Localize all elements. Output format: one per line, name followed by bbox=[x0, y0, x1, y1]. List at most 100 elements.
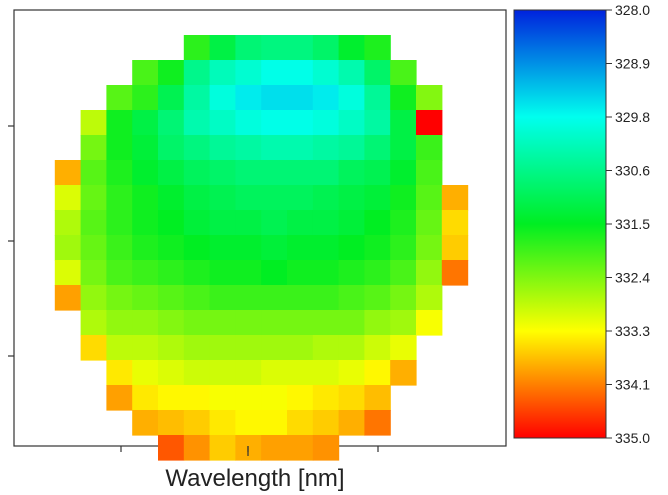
heatmap-cell bbox=[364, 260, 391, 286]
heatmap-cell bbox=[158, 335, 185, 361]
heatmap-cell bbox=[416, 160, 443, 186]
colorbar-tick-label: 329.8 bbox=[615, 109, 650, 125]
colorbar-tick-label: 328.0 bbox=[615, 2, 650, 18]
heatmap-cell bbox=[106, 210, 133, 236]
heatmap-cell bbox=[132, 210, 159, 236]
heatmap-cell bbox=[132, 160, 159, 186]
heatmap-cell bbox=[235, 185, 262, 211]
heatmap-cell bbox=[132, 135, 159, 161]
heatmap-cell bbox=[261, 360, 288, 386]
heatmap-cell bbox=[158, 410, 185, 436]
heatmap-cell bbox=[235, 310, 262, 336]
heatmap-cell bbox=[261, 185, 288, 211]
heatmap-cell bbox=[416, 85, 443, 111]
heatmap-cell bbox=[106, 285, 133, 311]
heatmap-cell bbox=[106, 185, 133, 211]
heatmap-cell bbox=[106, 260, 133, 286]
heatmap-cell bbox=[261, 60, 288, 86]
colorbar-tick-label: 328.9 bbox=[615, 56, 650, 72]
heatmap-cell bbox=[158, 235, 185, 261]
heatmap-cell bbox=[183, 385, 211, 411]
heatmap-cell bbox=[209, 385, 236, 411]
heatmap-cell bbox=[209, 35, 236, 61]
heatmap-cell bbox=[390, 335, 417, 361]
heatmap-cell bbox=[312, 335, 340, 361]
heatmap-cell bbox=[209, 310, 236, 336]
heatmap-cell bbox=[287, 110, 314, 136]
heatmap-cell bbox=[416, 235, 443, 261]
heatmap-cell bbox=[287, 310, 314, 336]
heatmap-cell bbox=[54, 185, 82, 211]
heatmap-cell bbox=[364, 335, 391, 361]
heatmap-cell bbox=[132, 410, 159, 436]
heatmap-cell bbox=[183, 210, 211, 236]
heatmap-cell bbox=[416, 310, 443, 336]
heatmap-cell bbox=[338, 335, 365, 361]
heatmap-cell bbox=[338, 160, 365, 186]
heatmap-cell bbox=[312, 260, 340, 286]
heatmap-cell bbox=[390, 210, 417, 236]
heatmap-cell bbox=[287, 360, 314, 386]
heatmap-cell bbox=[261, 310, 288, 336]
heatmap-cell bbox=[441, 235, 469, 261]
heatmap-cell bbox=[364, 85, 391, 111]
heatmap-cell bbox=[312, 60, 340, 86]
heatmap-cell bbox=[132, 310, 159, 336]
heatmap-cell bbox=[287, 60, 314, 86]
heatmap-cell bbox=[416, 185, 443, 211]
heatmap-cell bbox=[312, 385, 340, 411]
heatmap-cell bbox=[209, 435, 236, 461]
heatmap-cell bbox=[235, 285, 262, 311]
heatmap-cell bbox=[132, 285, 159, 311]
heatmap-cell bbox=[183, 435, 211, 461]
heatmap-cell bbox=[235, 385, 262, 411]
heatmap-cell bbox=[338, 260, 365, 286]
heatmap-cell bbox=[209, 360, 236, 386]
heatmap-cell bbox=[441, 185, 469, 211]
heatmap-cell bbox=[183, 235, 211, 261]
heatmap-cell bbox=[390, 160, 417, 186]
colorbar: 328.0 328.9 329.8 330.6 331.5 332.4 333.3 334.1… bbox=[513, 2, 650, 446]
heatmap-cell bbox=[209, 410, 236, 436]
heatmap-cell bbox=[338, 110, 365, 136]
heatmap-cell bbox=[106, 335, 133, 361]
heatmap-cell bbox=[261, 210, 288, 236]
heatmap-cell bbox=[183, 260, 211, 286]
heatmap-cell bbox=[132, 360, 159, 386]
colorbar-tick-label: 331.5 bbox=[615, 216, 650, 232]
heatmap-cell bbox=[390, 360, 417, 386]
heatmap-cell bbox=[158, 135, 185, 161]
heatmap-cell bbox=[287, 85, 314, 111]
colorbar-tick-label: 332.4 bbox=[615, 270, 650, 286]
heatmap-cell bbox=[364, 60, 391, 86]
heatmap-cell bbox=[80, 160, 107, 186]
colorbar-ticks: 328.0 328.9 329.8 330.6 331.5 332.4 333.3 334.1… bbox=[606, 2, 650, 446]
heatmap-cell bbox=[183, 35, 211, 61]
heatmap-cell bbox=[235, 60, 262, 86]
heatmap-cell bbox=[132, 110, 159, 136]
heatmap-cell bbox=[183, 160, 211, 186]
heatmap-cell bbox=[54, 285, 82, 311]
heatmap-cell bbox=[158, 185, 185, 211]
heatmap-cell bbox=[338, 85, 365, 111]
heatmap-cell bbox=[80, 285, 107, 311]
heatmap-cell bbox=[80, 260, 107, 286]
heatmap-cell bbox=[261, 35, 288, 61]
heatmap-cell bbox=[54, 260, 82, 286]
heatmap-cell bbox=[364, 410, 391, 436]
heatmap-cell bbox=[441, 260, 469, 286]
heatmap-cell bbox=[158, 85, 185, 111]
heatmap-cell bbox=[209, 160, 236, 186]
heatmap-cell bbox=[338, 410, 365, 436]
heatmap-cell bbox=[261, 160, 288, 186]
heatmap-cell bbox=[364, 160, 391, 186]
heatmap-cell bbox=[235, 410, 262, 436]
heatmap-cell bbox=[106, 135, 133, 161]
heatmap-cell bbox=[158, 210, 185, 236]
heatmap-cell bbox=[80, 110, 107, 136]
heatmap-cell bbox=[183, 185, 211, 211]
heatmap-cell bbox=[209, 260, 236, 286]
heatmap-cell bbox=[390, 235, 417, 261]
heatmap-cell bbox=[338, 360, 365, 386]
